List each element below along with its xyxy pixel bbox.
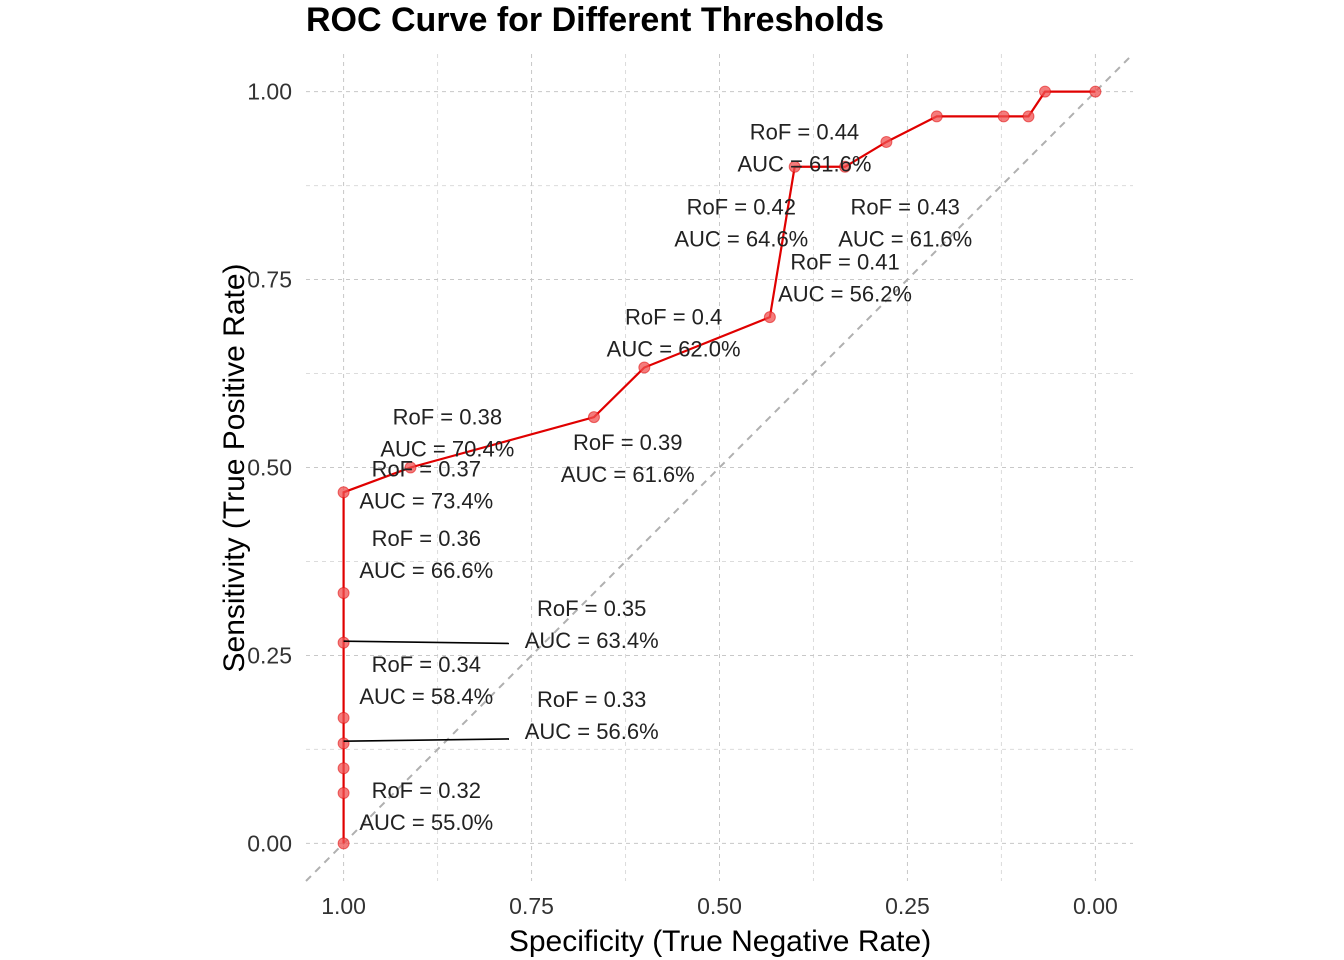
annotation-rof-label: RoF = 0.41 [790,250,899,275]
annotation-auc-label: AUC = 56.2% [778,282,912,307]
y-tick-label: 0.50 [247,455,292,481]
roc-point [638,361,651,374]
annotation-rof-label: RoF = 0.39 [573,430,682,455]
annotation-leader-line [343,738,510,742]
y-tick-label: 0.75 [247,267,292,293]
annotation-auc-label: AUC = 58.4% [359,684,493,709]
annotation-rof-label: RoF = 0.34 [372,652,481,677]
annotation-auc-label: AUC = 63.4% [525,628,659,653]
annotation-rof-label: RoF = 0.33 [537,687,646,712]
annotation-leader-line [343,640,510,645]
chart-title: ROC Curve for Different Thresholds [306,1,884,39]
roc-point [1039,85,1052,98]
x-tick-label: 0.75 [509,893,554,919]
tick-labels: 1.00 0.75 0.50 0.25 0.00 0.00 0.25 0.50 0.75 1.00 [247,79,1118,919]
x-tick-label: 0.50 [697,893,742,919]
grid-lines [306,54,1133,881]
roc-point [880,135,893,148]
annotation-rof-label: RoF = 0.4 [625,304,722,329]
roc-point [337,787,350,800]
annotation-auc-label: AUC = 61.6% [738,151,872,176]
x-tick-label: 0.25 [885,893,930,919]
roc-point [930,110,943,123]
roc-point [997,110,1010,123]
annotation-rof-label: RoF = 0.42 [687,195,796,220]
annotation-auc-label: AUC = 62.0% [607,336,741,361]
annotation-auc-label: AUC = 61.6% [838,227,972,252]
y-axis-title: Sensitivity (True Positive Rate) [218,263,251,672]
roc-point [337,587,350,600]
annotation-rof-label: RoF = 0.35 [537,596,646,621]
roc-point [1089,85,1102,98]
annotation-auc-label: AUC = 56.6% [525,719,659,744]
annotation-auc-label: AUC = 61.6% [561,462,695,487]
roc-point [337,711,350,724]
roc-point [587,411,600,424]
roc-point [788,160,801,173]
y-tick-label: 1.00 [247,79,292,105]
roc-point [337,636,350,649]
annotations: RoF = 0.32 AUC = 55.0% RoF = 0.33 AUC = 56.… [359,119,972,835]
annotation-auc-label: AUC = 55.0% [359,810,493,835]
annotation-rof-label: RoF = 0.37 [372,456,481,481]
y-tick-label: 0.25 [247,642,292,668]
annotation-auc-label: AUC = 73.4% [359,488,493,513]
x-tick-label: 1.00 [321,893,366,919]
roc-point [839,160,852,173]
annotation-auc-label: AUC = 64.6% [674,227,808,252]
annotation-auc-label: AUC = 66.6% [359,558,493,583]
annotation-rof-label: RoF = 0.44 [750,119,859,144]
roc-point [1022,110,1035,123]
annotation-rof-label: RoF = 0.32 [372,778,481,803]
roc-point [337,737,350,750]
y-tick-label: 0.00 [247,830,292,856]
annotation-rof-label: RoF = 0.38 [393,404,502,429]
roc-point [337,837,350,850]
leader-lines [343,640,510,742]
annotation-rof-label: RoF = 0.36 [372,526,481,551]
roc-point [404,461,417,474]
roc-point [337,762,350,775]
roc-point [337,486,350,499]
annotation-rof-label: RoF = 0.43 [850,195,959,220]
roc-point [763,311,776,324]
annotation-auc-label: AUC = 70.4% [380,436,514,461]
x-tick-label: 0.00 [1073,893,1118,919]
x-axis-title: Specificity (True Negative Rate) [509,925,931,958]
